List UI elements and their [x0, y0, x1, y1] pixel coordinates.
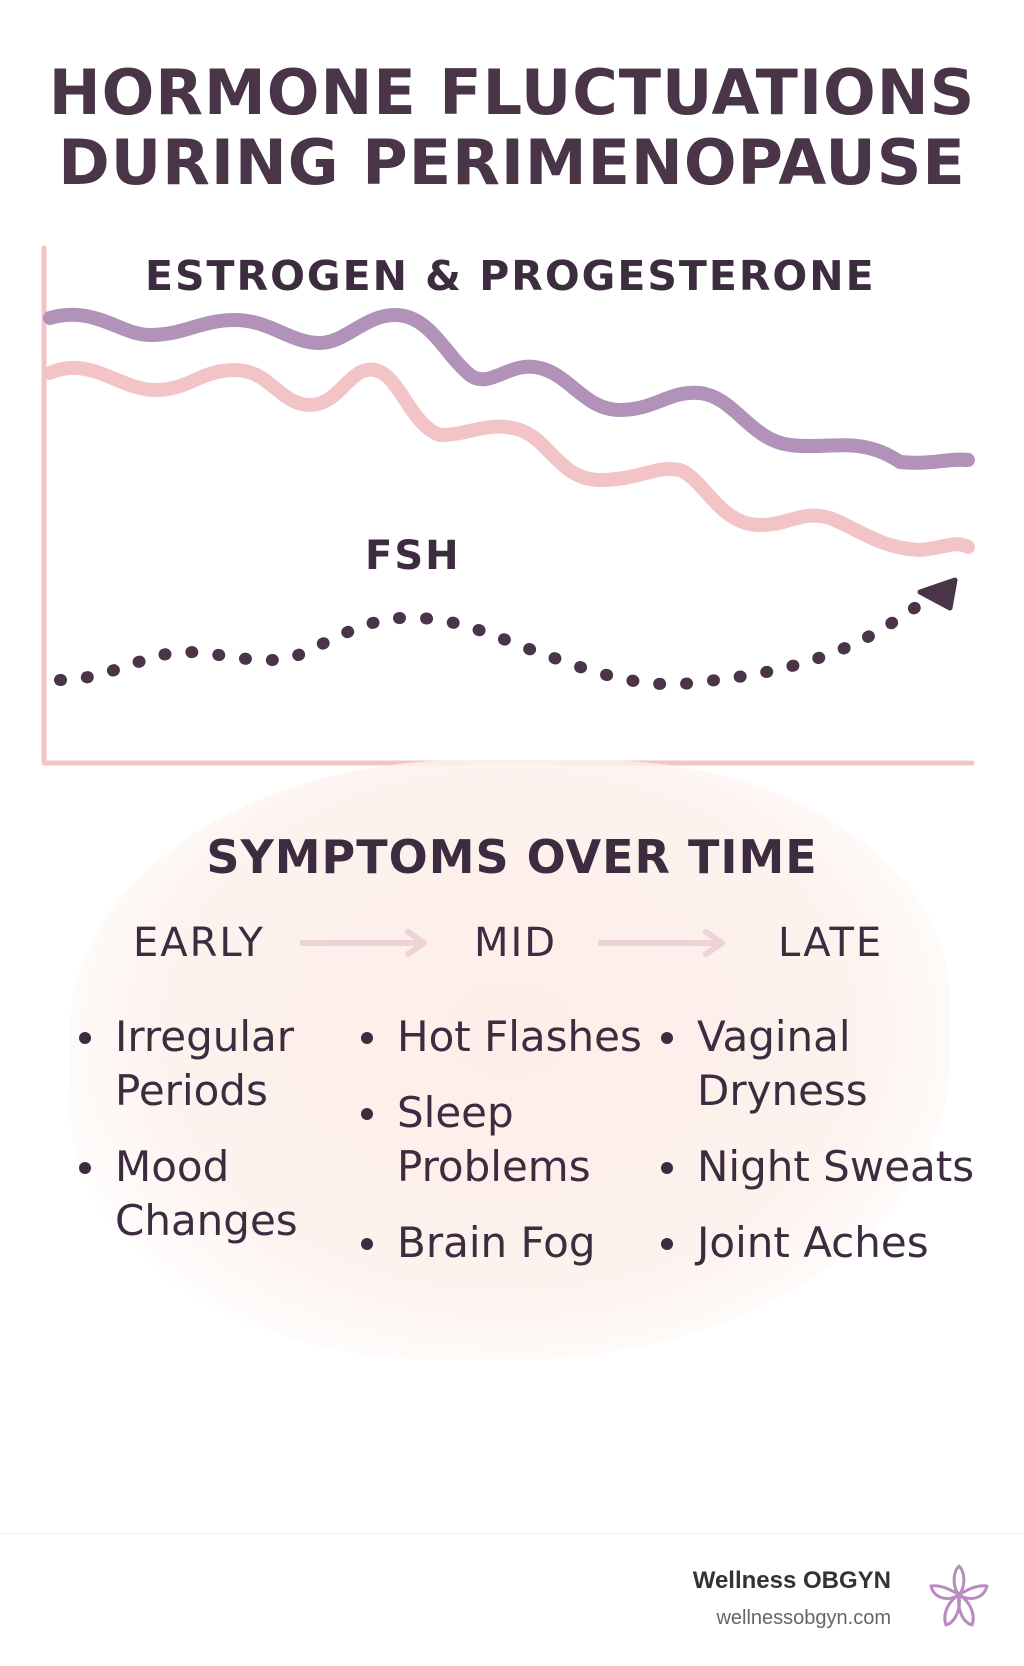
title-line-2: DURING PERIMENOPAUSE: [58, 126, 966, 199]
footer-divider: [0, 1533, 1024, 1534]
stage-early-label: EARLY: [133, 920, 265, 966]
symptoms-title: SYMPTOMS OVER TIME: [206, 830, 818, 884]
progesterone-curve: [43, 361, 975, 558]
symptom-item: Hot Flashes: [357, 1010, 657, 1064]
estrogen-curve: [43, 307, 975, 470]
flower-icon: [929, 1564, 989, 1627]
stage-mid-label: MID: [474, 920, 558, 966]
late-symptom-list: Vaginal Dryness Night Sweats Joint Aches: [657, 1010, 977, 1292]
brand-name: Wellness OBGYN: [692, 1567, 891, 1594]
early-symptom-list: Irregular Periods Mood Changes: [75, 1010, 375, 1270]
fsh-label: FSH: [365, 533, 461, 579]
fsh-curve: [54, 592, 936, 691]
symptom-item: Irregular Periods: [75, 1010, 375, 1118]
title-line-1: HORMONE FLUCTUATIONS: [48, 56, 976, 129]
symptoms-background: [70, 760, 950, 1360]
symptom-item: Vaginal Dryness: [657, 1010, 977, 1118]
symptom-item: Mood Changes: [75, 1140, 375, 1248]
estrogen-progesterone-label: ESTROGEN & PROGESTERONE: [145, 252, 876, 300]
brand: Wellness OBGYN wellnessobgyn.com: [693, 1567, 891, 1630]
symptom-item: Joint Aches: [657, 1216, 977, 1270]
fsh-arrow-icon: [917, 577, 958, 611]
page-title: HORMONE FLUCTUATIONS DURING PERIMENOPAUS…: [0, 58, 1024, 198]
symptom-item: Brain Fog: [357, 1216, 657, 1270]
stage-late-label: LATE: [778, 920, 884, 966]
mid-symptom-list: Hot Flashes Sleep Problems Brain Fog: [357, 1010, 657, 1292]
hormone-chart: [41, 245, 975, 766]
symptom-item: Night Sweats: [657, 1140, 977, 1194]
arrow-right-icon: [300, 929, 427, 957]
brand-url: wellnessobgyn.com: [716, 1607, 891, 1629]
arrow-right-icon: [598, 929, 725, 957]
symptom-item: Sleep Problems: [357, 1086, 657, 1194]
